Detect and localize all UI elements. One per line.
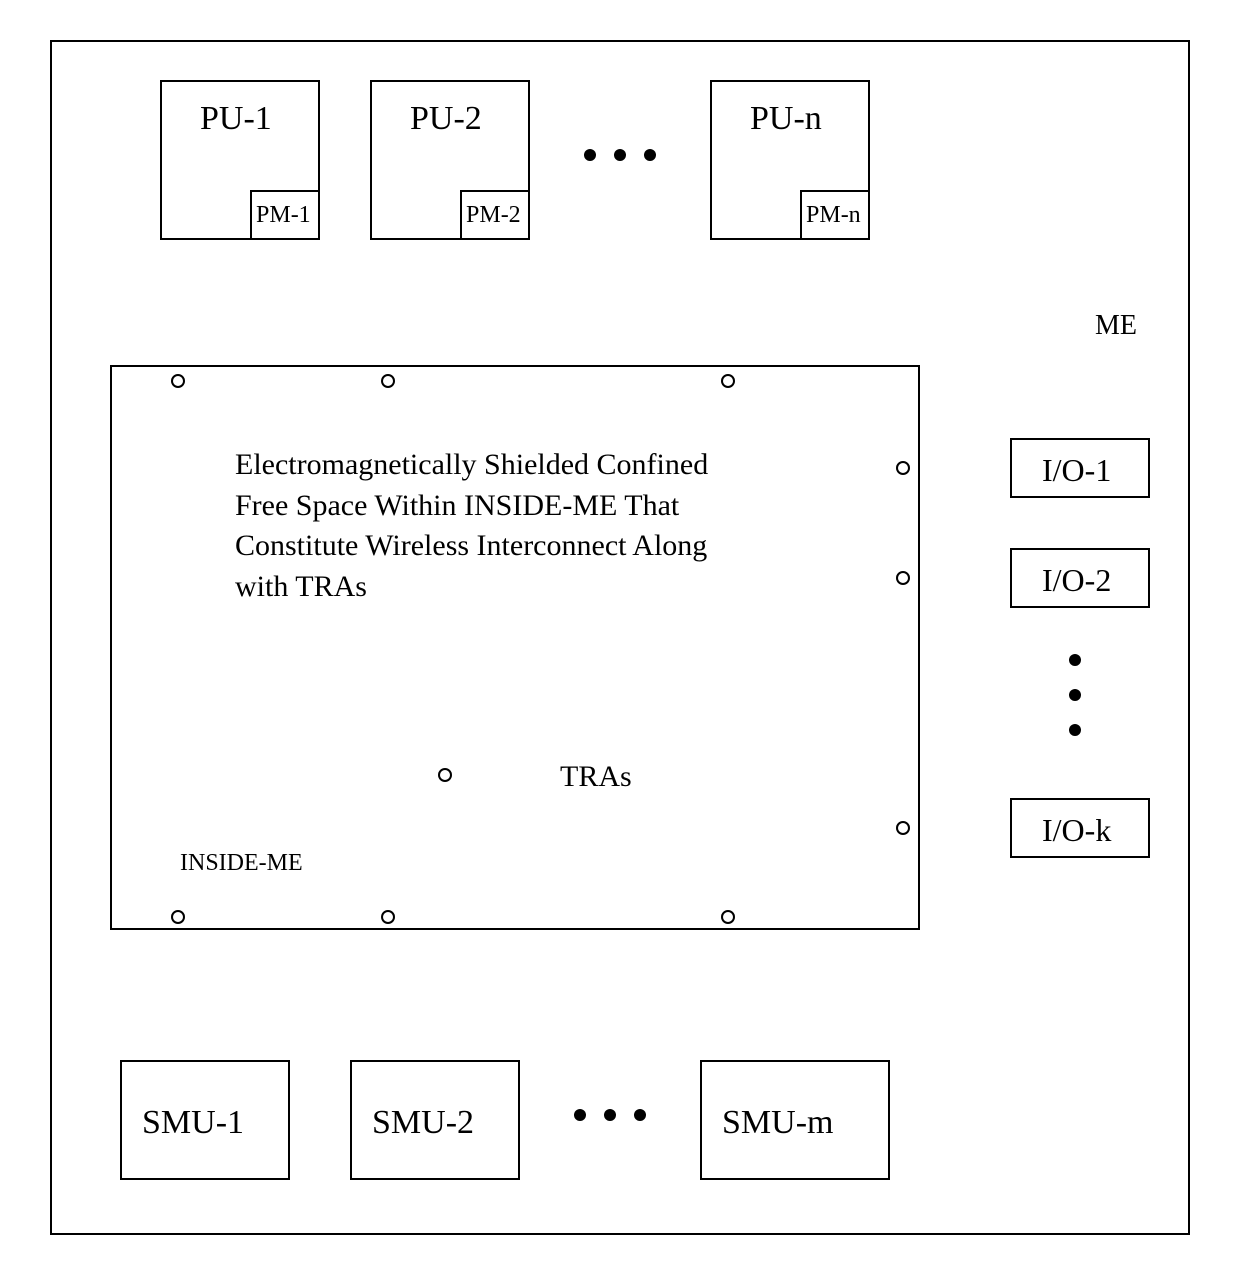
tra-circle	[721, 910, 735, 924]
tra-circle	[438, 768, 452, 782]
tra-circle	[381, 374, 395, 388]
ellipsis-dot	[574, 1109, 586, 1121]
ellipsis-dot	[1069, 654, 1081, 666]
ellipsis-dot	[584, 149, 596, 161]
me-label: ME	[1095, 310, 1137, 342]
ellipsis-dot	[634, 1109, 646, 1121]
smu-label: SMU-1	[142, 1104, 244, 1142]
io-label: I/O-k	[1042, 812, 1111, 849]
pm-label: PM-1	[256, 202, 311, 229]
tra-circle	[896, 571, 910, 585]
ellipsis-dot	[614, 149, 626, 161]
pm-label: PM-2	[466, 202, 521, 229]
inside-description: Electromagnetically Shielded Confined Fr…	[235, 445, 755, 607]
tra-circle	[896, 461, 910, 475]
tra-circle	[171, 374, 185, 388]
pm-label: PM-n	[806, 202, 861, 229]
tra-circle	[381, 910, 395, 924]
smu-label: SMU-m	[722, 1104, 833, 1142]
tra-circle	[896, 821, 910, 835]
pu-label: PU-2	[410, 100, 482, 138]
io-label: I/O-2	[1042, 562, 1111, 599]
diagram-canvas: PU-1 PM-1 PU-2 PM-2 PU-n PM-n ME Electromagneti…	[0, 0, 1240, 1275]
ellipsis-dot	[604, 1109, 616, 1121]
ellipsis-dot	[1069, 689, 1081, 701]
tra-circle	[721, 374, 735, 388]
smu-label: SMU-2	[372, 1104, 474, 1142]
tra-circle	[171, 910, 185, 924]
pu-label: PU-1	[200, 100, 272, 138]
pu-label: PU-n	[750, 100, 822, 138]
inside-me-label: INSIDE-ME	[180, 850, 303, 877]
ellipsis-dot	[644, 149, 656, 161]
tras-label: TRAs	[560, 760, 632, 794]
io-label: I/O-1	[1042, 452, 1111, 489]
ellipsis-dot	[1069, 724, 1081, 736]
